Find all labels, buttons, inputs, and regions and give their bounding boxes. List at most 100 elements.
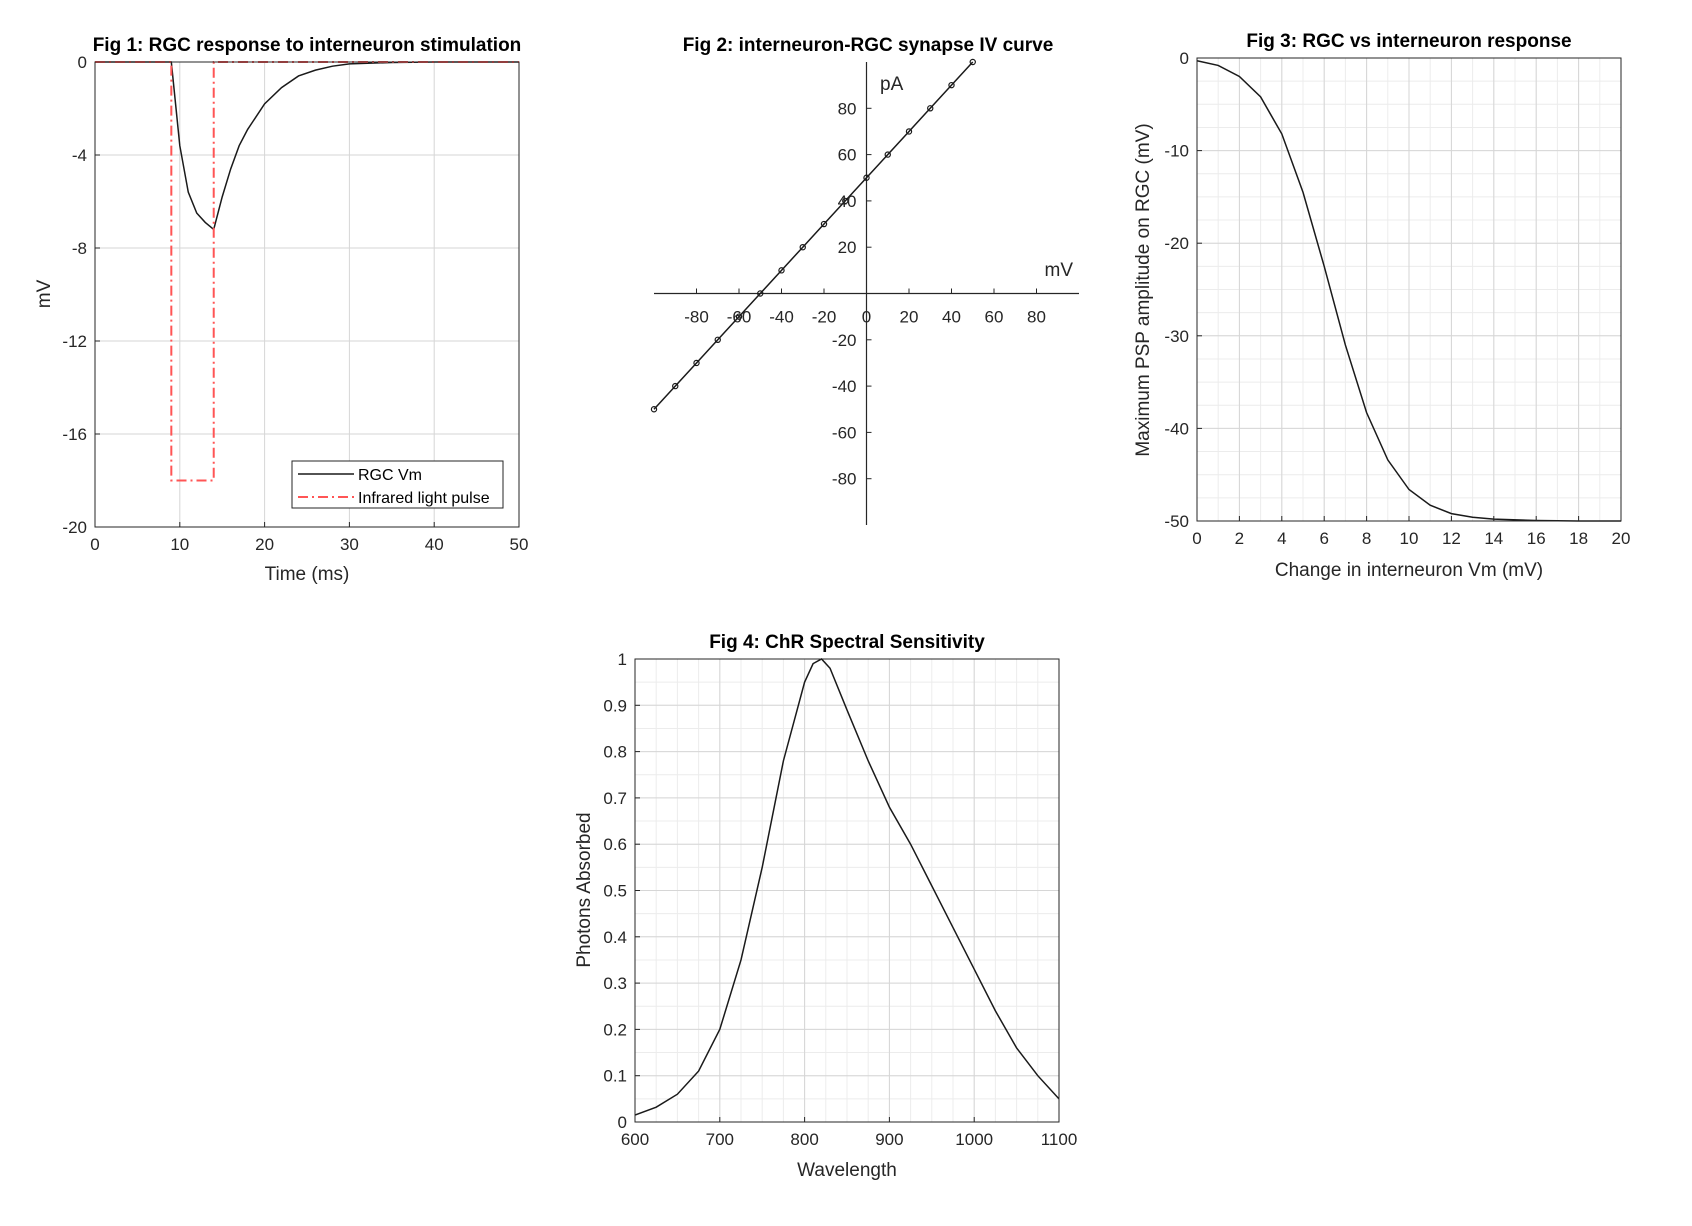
fig2-xtick-label: -40 (769, 308, 794, 327)
fig2-ytick-label: 20 (838, 238, 857, 257)
fig4-ytick-label: 0.9 (603, 696, 627, 715)
fig3-xtick-label: 18 (1569, 529, 1588, 548)
fig1-legend-box (291, 460, 504, 509)
fig1-ylabel: mV (34, 279, 55, 308)
fig1-series (95, 61, 519, 482)
fig4-ytick-label: 1 (618, 650, 627, 669)
fig2-data-point (820, 220, 828, 228)
fig1-ticks: 0 10 20 30 40 50 0 -4 -8 -12 -16 -20 (62, 53, 528, 554)
fig4-series (634, 658, 1060, 1116)
fig4-ytick-label: 0.8 (603, 743, 627, 762)
fig2-data-point (735, 313, 743, 320)
fig4-ytick-label: 0.1 (603, 1067, 627, 1086)
fig2-series (650, 58, 976, 413)
fig1-series-line-1 (95, 61, 519, 482)
fig3-xtick-label: 10 (1400, 529, 1419, 548)
fig1-xlabel: Time (ms) (265, 564, 350, 585)
fig2-ytick-label: 40 (838, 192, 857, 211)
fig2-ytick-label: -60 (832, 423, 857, 442)
fig2-data-point (863, 174, 870, 181)
fig2-ytick-label: -40 (832, 377, 857, 396)
fig1-xtick-label: 20 (255, 535, 274, 554)
fig3-xtick-label: 16 (1527, 529, 1546, 548)
fig3-ytick-label: -10 (1164, 142, 1189, 161)
fig3-xtick-label: 8 (1362, 529, 1371, 548)
fig3-xtick-label: 6 (1319, 529, 1328, 548)
fig2-data-point (799, 243, 806, 251)
fig1-xtick-label: 50 (510, 535, 529, 554)
fig1-ytick-label: -4 (72, 146, 87, 165)
fig4-xlabel: Wavelength (797, 1160, 897, 1181)
fig3-series (1196, 60, 1621, 522)
fig4-ytick-label: 0.5 (603, 882, 627, 901)
fig3-title: Fig 3: RGC vs interneuron response (1246, 31, 1571, 52)
fig1-xtick-label: 30 (340, 535, 359, 554)
fig2-xtick-label: 80 (1027, 308, 1046, 327)
fig3-ylabel: Maximum PSP amplitude on RGC (mV) (1133, 123, 1154, 456)
fig2-data-point (884, 151, 891, 158)
fig4-series-line-0 (634, 658, 1060, 1116)
fig2-data-point (672, 382, 679, 390)
fig1-xtick-label: 10 (170, 535, 189, 554)
fig2-data-point (905, 128, 913, 135)
fig3-xtick-label: 0 (1192, 529, 1201, 548)
fig2-xtick-label: 20 (900, 308, 919, 327)
fig2-ytick-label: -20 (832, 331, 857, 350)
fig4-xtick-label: 600 (621, 1130, 649, 1149)
fig2-ticks: -80 -60 -40 -20 0 20 40 60 80 80 60 40 20 -20 -40 -60 -8… (684, 99, 1046, 488)
fig2-ylabel: pA (880, 74, 904, 95)
fig1-ytick-label: 0 (78, 53, 87, 72)
fig1-legend: RGC Vm Infrared light pulse (291, 460, 504, 509)
fig1-series-line-0 (95, 61, 519, 231)
fig2-xtick-label: -60 (727, 308, 752, 327)
fig2-series-line-0 (653, 61, 974, 410)
fig4-ytick-label: 0.7 (603, 789, 627, 808)
fig4-ytick-label: 0.4 (603, 928, 627, 947)
fig4-xtick-label: 1000 (955, 1130, 993, 1149)
fig2-data-point (757, 290, 764, 297)
fig1-xtick-label: 40 (425, 535, 444, 554)
fig2-xtick-label: 60 (985, 308, 1004, 327)
fig2-ytick-label: 80 (838, 99, 857, 118)
fig2-ytick-label: 60 (838, 146, 857, 165)
fig3-xtick-label: 14 (1484, 529, 1503, 548)
fig4-xtick-label: 700 (706, 1130, 734, 1149)
fig2-xtick-label: -80 (684, 308, 709, 327)
fig1-ytick-label: -12 (62, 332, 87, 351)
fig1-ytick-label: -8 (72, 239, 87, 258)
fig1-ytick-label: -16 (62, 425, 87, 444)
fig4-xtick-label: 800 (790, 1130, 818, 1149)
fig3-xtick-label: 20 (1612, 529, 1631, 548)
fig2-title: Fig 2: interneuron-RGC synapse IV curve (683, 35, 1054, 56)
fig3-xlabel: Change in interneuron Vm (mV) (1275, 560, 1543, 581)
fig2-data-point (969, 58, 976, 66)
fig2-chart: -80 -60 -40 -20 0 20 40 60 80 80 60 40 20 -20 -40 -60 -8… (650, 35, 1079, 525)
fig1-axes-frame (94, 61, 520, 528)
fig3-ytick-label: -30 (1164, 327, 1189, 346)
fig1-legend-label-rgc: RGC Vm (358, 467, 422, 484)
fig4-ytick-label: 0.2 (603, 1020, 627, 1039)
fig2-xtick-label: 40 (942, 308, 961, 327)
fig4-xtick-label: 1100 (1041, 1130, 1078, 1149)
fig3-xtick-label: 12 (1442, 529, 1461, 548)
fig3-ticks: 0 2 4 6 8 10 12 14 16 18 20 0 -10 -20 -30 -40 -50 (1164, 49, 1630, 548)
fig1-legend-label-pulse: Infrared light pulse (358, 490, 490, 507)
fig4-chart: 600 700 800 900 1000 1100 0 0.1 0.2 0.3 0.4 0.5 0.6 0… (574, 632, 1077, 1181)
fig4-ytick-label: 0.6 (603, 835, 627, 854)
fig3-chart: 0 2 4 6 8 10 12 14 16 18 20 0 -10 -20 -30 -40 -50 Fig 3:… (1133, 31, 1630, 581)
fig1-title: Fig 1: RGC response to interneuron stimu… (93, 35, 522, 56)
fig1-grid (94, 61, 520, 528)
fig3-xtick-label: 2 (1235, 529, 1244, 548)
fig4-ylabel: Photons Absorbed (574, 812, 595, 967)
fig2-xtick-label: -20 (812, 308, 837, 327)
fig4-xtick-label: 900 (875, 1130, 903, 1149)
fig2-xlabel: mV (1045, 260, 1074, 281)
fig2-data-point (778, 267, 785, 274)
fig1-chart: 0 10 20 30 40 50 0 -4 -8 -12 -16 -20 Fig 1: RGC res… (34, 35, 528, 585)
fig2-data-point (842, 197, 849, 205)
fig2-data-point (650, 406, 658, 413)
fig3-ytick-label: -20 (1164, 234, 1189, 253)
fig1-ytick-label: -20 (62, 518, 87, 537)
fig4-title: Fig 4: ChR Spectral Sensitivity (709, 632, 985, 653)
